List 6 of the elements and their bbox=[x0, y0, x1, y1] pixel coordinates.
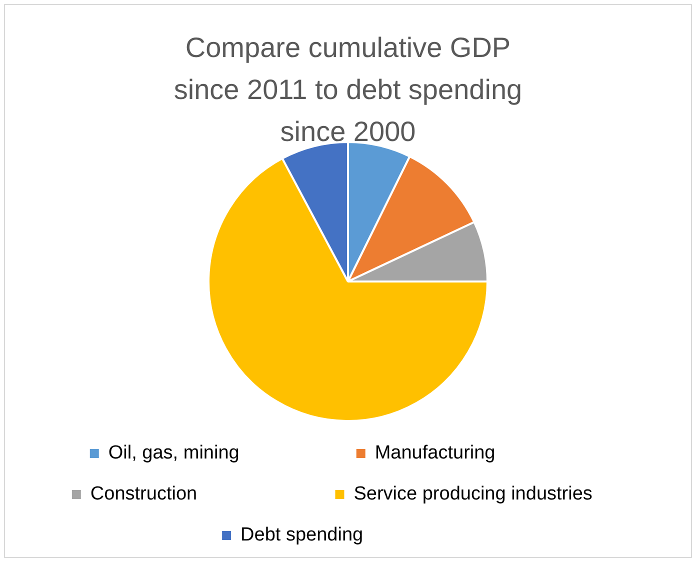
legend-label: Debt spending bbox=[240, 524, 474, 546]
legend-label: Service producing industries bbox=[354, 484, 624, 505]
legend-label: Oil, gas, mining bbox=[108, 442, 334, 464]
legend-label: Manufacturing bbox=[374, 442, 606, 464]
legend-label: Construction bbox=[90, 484, 314, 505]
chart-title: Compare cumulative GDP since 2011 to debt spending since 2000 bbox=[172, 31, 524, 149]
